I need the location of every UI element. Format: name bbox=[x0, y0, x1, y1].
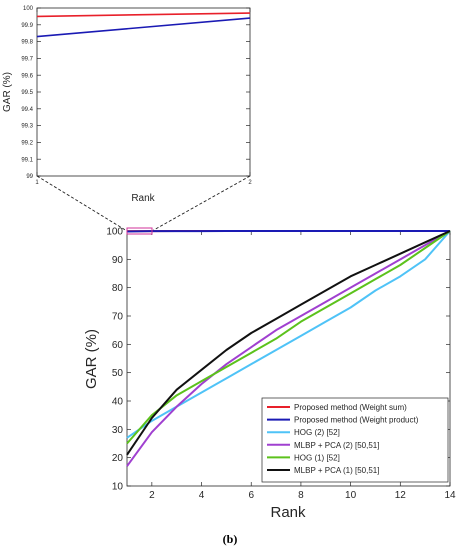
x-tick-label: 2 bbox=[149, 490, 155, 501]
x-tick-label: 4 bbox=[199, 490, 205, 501]
x-tick-label: 14 bbox=[444, 490, 456, 501]
y-tick-label: 90 bbox=[112, 255, 124, 266]
series-line-4 bbox=[126, 230, 451, 467]
series-line-5 bbox=[126, 230, 451, 445]
series-line-3 bbox=[126, 230, 451, 439]
main-x-axis-label: Rank bbox=[270, 504, 306, 521]
y-tick-label: 99.6 bbox=[21, 73, 33, 79]
series-line-2 bbox=[36, 17, 251, 38]
figure-caption: (b) bbox=[223, 532, 238, 546]
x-tick-label: 1 bbox=[35, 180, 39, 186]
x-tick-label: 12 bbox=[395, 490, 407, 501]
y-tick-label: 99.8 bbox=[21, 40, 33, 46]
x-tick-label: 6 bbox=[248, 490, 254, 501]
y-tick-label: 99.2 bbox=[21, 141, 33, 147]
y-tick-label: 80 bbox=[112, 283, 124, 294]
legend-label-5: HOG (1) [52] bbox=[294, 453, 340, 462]
legend-label-2: Proposed method (Weight product) bbox=[294, 416, 419, 425]
y-tick-label: 40 bbox=[112, 397, 124, 408]
y-tick-label: 10 bbox=[112, 482, 124, 493]
legend-label-1: Proposed method (Weight sum) bbox=[294, 403, 407, 412]
y-tick-label: 100 bbox=[23, 6, 34, 12]
zoom-region-box bbox=[126, 227, 153, 235]
series-line-6 bbox=[126, 230, 451, 456]
legend: Proposed method (Weight sum) Proposed met… bbox=[261, 397, 449, 483]
x-tick-label: 8 bbox=[298, 490, 304, 501]
legend-label-6: MLBP + PCA (1) [50,51] bbox=[294, 466, 379, 475]
x-tick-label: 2 bbox=[248, 180, 252, 186]
legend-box bbox=[261, 397, 449, 483]
y-tick-label: 99 bbox=[26, 174, 33, 180]
y-tick-label: 99.5 bbox=[21, 90, 33, 96]
y-tick-label: 99.4 bbox=[21, 107, 33, 113]
y-tick-label: 99.3 bbox=[21, 124, 33, 130]
zoom-connector-right bbox=[151, 175, 251, 232]
y-tick-label: 20 bbox=[112, 453, 124, 464]
y-tick-label: 50 bbox=[112, 368, 124, 379]
main-y-axis-label: GAR (%) bbox=[83, 329, 100, 389]
y-tick-label: 30 bbox=[112, 425, 124, 436]
inset-plot-frame bbox=[36, 7, 251, 177]
legend-label-3: HOG (2) [52] bbox=[294, 428, 340, 437]
y-tick-label: 70 bbox=[112, 312, 124, 323]
zoom-connector-left bbox=[36, 175, 128, 232]
inset-x-axis-label: Rank bbox=[131, 193, 155, 204]
y-tick-label: 60 bbox=[112, 340, 124, 351]
y-tick-label: 100 bbox=[106, 227, 123, 238]
y-tick-label: 99.1 bbox=[21, 157, 33, 163]
inset-y-axis-label: GAR (%) bbox=[2, 72, 13, 112]
legend-label-4: MLBP + PCA (2) [50,51] bbox=[294, 441, 379, 450]
x-tick-label: 10 bbox=[345, 490, 357, 501]
y-tick-label: 99.7 bbox=[21, 57, 33, 63]
series-line-1 bbox=[36, 12, 251, 18]
y-tick-label: 99.9 bbox=[21, 23, 33, 29]
